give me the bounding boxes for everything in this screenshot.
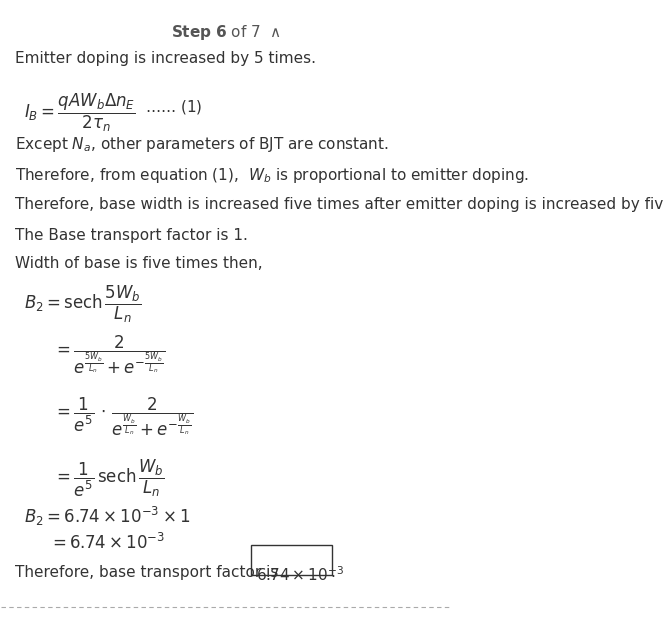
Text: $\ldots\ldots$ (1): $\ldots\ldots$ (1) (145, 98, 203, 115)
Text: $= 6.74 \times 10^{-3}$: $= 6.74 \times 10^{-3}$ (48, 532, 165, 553)
Text: Therefore, base width is increased five times after emitter doping is increased : Therefore, base width is increased five … (15, 197, 664, 212)
Text: $B_2 = \mathrm{sech}\,\dfrac{5W_b}{L_n}$: $B_2 = \mathrm{sech}\,\dfrac{5W_b}{L_n}$ (24, 284, 142, 325)
Text: Therefore, base transport factor is: Therefore, base transport factor is (15, 565, 278, 580)
Text: $= \dfrac{2}{e^{\frac{5W_b}{L_n}} + e^{-\frac{5W_b}{L_n}}}$: $= \dfrac{2}{e^{\frac{5W_b}{L_n}} + e^{-… (53, 334, 166, 376)
Text: Width of base is five times then,: Width of base is five times then, (15, 256, 262, 271)
Text: Therefore, from equation (1),  $W_b$ is proportional to emitter doping.: Therefore, from equation (1), $W_b$ is p… (15, 166, 529, 185)
Text: $6.74\times10^{-3}$: $6.74\times10^{-3}$ (256, 565, 344, 583)
Text: $= \dfrac{1}{e^5}\,\mathrm{sech}\,\dfrac{W_b}{L_n}$: $= \dfrac{1}{e^5}\,\mathrm{sech}\,\dfrac… (53, 458, 165, 499)
Text: Except $N_a$, other parameters of BJT are constant.: Except $N_a$, other parameters of BJT ar… (15, 135, 388, 154)
Text: $= \dfrac{1}{e^5}\,\cdot\,\dfrac{2}{e^{\frac{W_b}{L_n}} + e^{-\frac{W_b}{L_n}}}$: $= \dfrac{1}{e^5}\,\cdot\,\dfrac{2}{e^{\… (53, 396, 194, 438)
Text: $\mathbf{Step\ 6}$ of 7  $\wedge$: $\mathbf{Step\ 6}$ of 7 $\wedge$ (171, 23, 282, 42)
Text: $I_B = \dfrac{qAW_b\Delta n_E}{2\tau_n}$: $I_B = \dfrac{qAW_b\Delta n_E}{2\tau_n}$ (24, 92, 135, 134)
Text: Emitter doping is increased by 5 times.: Emitter doping is increased by 5 times. (15, 51, 316, 66)
Text: The Base transport factor is 1.: The Base transport factor is 1. (15, 228, 248, 243)
Text: .: . (330, 565, 335, 580)
Text: $B_2 = 6.74 \times 10^{-3} \times 1$: $B_2 = 6.74 \times 10^{-3} \times 1$ (24, 505, 191, 528)
